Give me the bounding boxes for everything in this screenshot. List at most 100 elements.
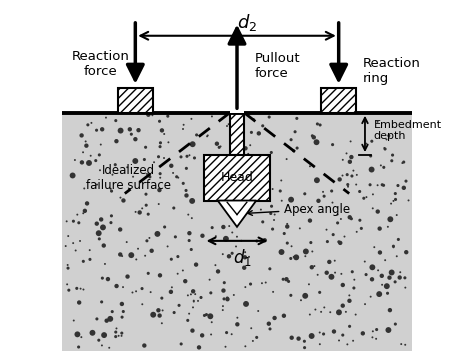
Point xyxy=(182,193,190,198)
Point xyxy=(235,118,243,124)
Point xyxy=(339,332,346,338)
Point xyxy=(219,251,227,257)
Point xyxy=(375,291,383,297)
Point xyxy=(316,122,324,128)
Point xyxy=(241,201,248,206)
Point xyxy=(193,132,201,138)
Point xyxy=(73,332,81,337)
Point xyxy=(147,289,155,295)
Point xyxy=(353,172,361,178)
Text: Reaction
ring: Reaction ring xyxy=(363,57,421,85)
Point xyxy=(348,269,356,275)
Point xyxy=(255,308,262,314)
Point xyxy=(253,335,261,340)
Point xyxy=(307,240,315,245)
Point xyxy=(310,134,318,140)
Point xyxy=(319,189,327,195)
Point xyxy=(376,250,384,255)
Point xyxy=(337,240,344,246)
Point xyxy=(265,321,273,327)
Point xyxy=(98,299,105,305)
Point xyxy=(95,337,102,343)
Point xyxy=(112,334,119,339)
Point xyxy=(344,182,352,187)
Point xyxy=(207,313,214,319)
Point xyxy=(366,182,374,188)
Point xyxy=(316,341,324,347)
Point xyxy=(350,285,358,291)
Point xyxy=(242,145,249,151)
Point xyxy=(73,285,81,291)
Point xyxy=(118,301,126,307)
Point xyxy=(290,254,298,260)
Point xyxy=(381,146,389,152)
Point xyxy=(105,345,113,351)
Point xyxy=(112,329,119,335)
Polygon shape xyxy=(118,88,153,113)
Point xyxy=(142,144,149,150)
Point xyxy=(377,163,385,168)
Point xyxy=(102,115,110,120)
Point xyxy=(118,333,125,339)
Point xyxy=(173,174,181,180)
Point xyxy=(242,344,249,349)
Point xyxy=(283,276,290,282)
Point xyxy=(269,289,277,295)
Point xyxy=(80,258,87,264)
Point xyxy=(393,212,401,218)
Point xyxy=(128,290,136,295)
Point xyxy=(390,245,397,250)
Point xyxy=(287,293,295,298)
Point xyxy=(314,272,321,278)
Point xyxy=(328,188,336,194)
Point xyxy=(84,122,91,128)
Point xyxy=(316,290,323,295)
Point xyxy=(70,318,78,323)
Point xyxy=(69,173,76,178)
Point xyxy=(264,158,272,164)
Point xyxy=(369,328,377,334)
Point xyxy=(212,233,219,239)
Point xyxy=(399,160,406,166)
Point xyxy=(156,144,164,150)
Point xyxy=(179,126,187,132)
Point xyxy=(247,325,255,331)
Point xyxy=(234,321,241,327)
Text: Idealized
failure surface: Idealized failure surface xyxy=(86,164,171,192)
Point xyxy=(186,152,193,158)
Point xyxy=(374,268,382,273)
Point xyxy=(238,119,246,125)
Point xyxy=(330,329,338,334)
Point xyxy=(76,238,84,244)
Point xyxy=(98,342,106,348)
Point xyxy=(346,293,353,298)
Point xyxy=(79,150,87,155)
Point xyxy=(397,341,405,347)
Point xyxy=(86,247,93,253)
Point xyxy=(402,249,410,255)
Point xyxy=(219,224,227,230)
Point xyxy=(209,225,216,231)
Point xyxy=(117,252,124,257)
Point xyxy=(135,127,142,133)
Point xyxy=(371,244,378,250)
Point xyxy=(238,206,246,212)
Point xyxy=(261,238,269,243)
Point xyxy=(82,139,90,144)
Point xyxy=(207,290,215,296)
Point xyxy=(104,276,112,282)
Point xyxy=(191,155,198,161)
Point xyxy=(297,207,304,213)
Point xyxy=(335,338,343,343)
Point xyxy=(259,219,266,225)
Point xyxy=(78,159,86,165)
Point xyxy=(301,191,309,197)
Point xyxy=(188,198,196,204)
Point xyxy=(75,220,82,226)
Point xyxy=(195,345,203,350)
Point xyxy=(155,154,162,159)
Point xyxy=(384,224,392,230)
Point xyxy=(233,234,241,239)
Point xyxy=(140,343,148,348)
Point xyxy=(290,148,297,153)
